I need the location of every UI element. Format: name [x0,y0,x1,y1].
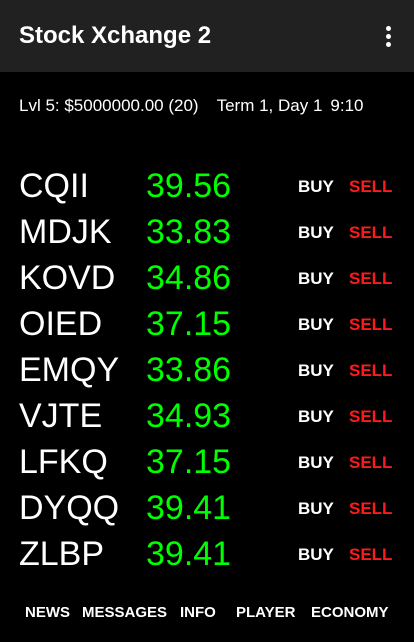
stock-ticker: MDJK [19,213,112,251]
app-title: Stock Xchange 2 [19,22,212,49]
sell-button[interactable]: SELL [349,315,393,334]
sell-button[interactable]: SELL [349,223,393,242]
stock-list: CQII 39.56 BUY SELL MDJK 33.83 BUY SELL … [0,164,414,578]
stock-price: 39.41 [146,535,232,573]
stock-ticker: CQII [19,167,89,205]
buy-button[interactable]: BUY [298,453,334,472]
stock-row: VJTE 34.93 BUY SELL [0,394,414,440]
stock-price: 34.86 [146,259,232,297]
stock-row: DYQQ 39.41 BUY SELL [0,486,414,532]
nav-player-button[interactable]: PLAYER [236,604,296,621]
sell-button[interactable]: SELL [349,499,393,518]
stock-row: KOVD 34.86 BUY SELL [0,256,414,302]
stock-price: 33.83 [146,213,232,251]
stock-price: 33.86 [146,351,232,389]
overflow-menu-icon-dot [385,41,391,47]
sell-button[interactable]: SELL [349,453,393,472]
app-bar: Stock Xchange 2 [0,0,414,72]
stock-row: ZLBP 39.41 BUY SELL [0,532,414,578]
level-cash-status: Lvl 5: $5000000.00 (20) [19,96,199,115]
buy-button[interactable]: BUY [298,361,334,380]
buy-button[interactable]: BUY [298,223,334,242]
stock-row: MDJK 33.83 BUY SELL [0,210,414,256]
overflow-menu-icon-dot [385,33,391,39]
stock-price: 39.56 [146,167,232,205]
sell-button[interactable]: SELL [349,407,393,426]
sell-button[interactable]: SELL [349,269,393,288]
nav-news-button[interactable]: NEWS [25,604,70,621]
stock-ticker: EMQY [19,351,120,389]
status-line: Lvl 5: $5000000.00 (20) Term 1, Day 1 9:10 [19,96,364,116]
stock-price: 37.15 [146,305,232,343]
buy-button[interactable]: BUY [298,545,334,564]
nav-messages-button[interactable]: MESSAGES [82,604,168,621]
nav-info-button[interactable]: INFO [180,604,216,621]
clock-time: 9:10 [330,96,364,115]
stock-price: 37.15 [146,443,232,481]
stock-price: 39.41 [146,489,232,527]
bottom-nav: NEWS MESSAGES INFO PLAYER ECONOMY [0,600,414,626]
stock-ticker: ZLBP [19,535,105,573]
stock-ticker: VJTE [19,397,103,435]
nav-economy-button[interactable]: ECONOMY [311,604,389,621]
overflow-menu-button[interactable] [376,22,400,50]
buy-button[interactable]: BUY [298,315,334,334]
stock-row: EMQY 33.86 BUY SELL [0,348,414,394]
stock-price: 34.93 [146,397,232,435]
stock-row: LFKQ 37.15 BUY SELL [0,440,414,486]
sell-button[interactable]: SELL [349,361,393,380]
stock-ticker: LFKQ [19,443,108,481]
term-day-status: Term 1, Day 1 [216,96,323,115]
overflow-menu-icon [385,25,391,31]
stock-ticker: OIED [19,305,103,343]
stock-ticker: DYQQ [19,489,120,527]
buy-button[interactable]: BUY [298,499,334,518]
buy-button[interactable]: BUY [298,407,334,426]
sell-button[interactable]: SELL [349,177,393,196]
buy-button[interactable]: BUY [298,269,334,288]
sell-button[interactable]: SELL [349,545,393,564]
stock-row: CQII 39.56 BUY SELL [0,164,414,210]
buy-button[interactable]: BUY [298,177,334,196]
stock-row: OIED 37.15 BUY SELL [0,302,414,348]
stock-ticker: KOVD [19,259,116,297]
